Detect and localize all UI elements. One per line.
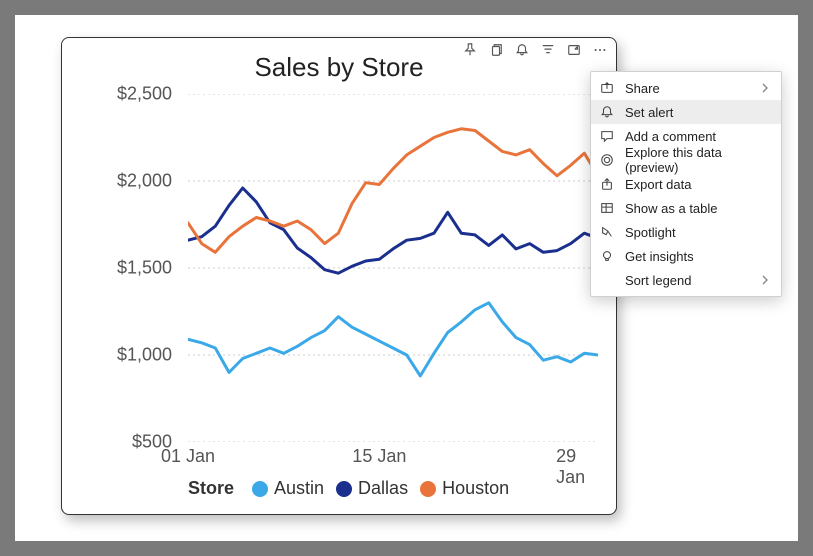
chart-card: Sales by Store $500$1,000$1,500$2,000$2,… (61, 37, 617, 515)
y-tick-label: $2,000 (117, 171, 172, 192)
y-tick-label: $1,000 (117, 345, 172, 366)
explore-icon (599, 152, 615, 168)
menu-item-label: Spotlight (625, 225, 771, 240)
legend-title: Store (188, 478, 234, 499)
legend-label-houston: Houston (442, 478, 509, 499)
chevron-right-icon (761, 275, 771, 285)
context-menu: Share Set alert Add a commentExplore this … (590, 71, 782, 297)
menu-item-label: Sort legend (625, 273, 751, 288)
menu-item-label: Get insights (625, 249, 771, 264)
insights-icon (599, 248, 615, 264)
menu-item-spotlight[interactable]: Spotlight (591, 220, 781, 244)
menu-item-label: Show as a table (625, 201, 771, 216)
spotlight-icon (599, 224, 615, 240)
menu-item-show-as-a-table[interactable]: Show as a table (591, 196, 781, 220)
series-line-dallas (188, 188, 598, 273)
series-line-houston (188, 129, 598, 253)
alert-bell-icon (599, 104, 615, 120)
legend-swatch-austin (252, 481, 268, 497)
share-icon (599, 80, 615, 96)
menu-item-label: Share (625, 81, 751, 96)
menu-item-label: Add a comment (625, 129, 771, 144)
y-tick-label: $1,500 (117, 258, 172, 279)
table-icon (599, 200, 615, 216)
menu-item-export-data[interactable]: Export data (591, 172, 781, 196)
chart-title: Sales by Store (62, 52, 616, 83)
menu-item-sort-legend[interactable]: Sort legend (591, 268, 781, 292)
comment-icon (599, 128, 615, 144)
y-tick-label: $2,500 (117, 84, 172, 105)
legend-label-dallas: Dallas (358, 478, 408, 499)
legend-swatch-houston (420, 481, 436, 497)
x-tick-label: 15 Jan (352, 446, 406, 467)
menu-item-label: Explore this data (preview) (625, 145, 771, 175)
x-tick-label: 29 Jan (556, 446, 585, 488)
legend-swatch-dallas (336, 481, 352, 497)
menu-item-share[interactable]: Share (591, 76, 781, 100)
menu-item-label: Set alert (625, 105, 771, 120)
x-tick-label: 01 Jan (161, 446, 215, 467)
legend-label-austin: Austin (274, 478, 324, 499)
menu-item-label: Export data (625, 177, 771, 192)
x-axis-labels: 01 Jan15 Jan29 Jan (188, 446, 598, 470)
menu-item-explore-this-data-preview[interactable]: Explore this data (preview) (591, 148, 781, 172)
chevron-right-icon (761, 83, 771, 93)
series-line-austin (188, 303, 598, 376)
export-icon (599, 176, 615, 192)
canvas: Sales by Store $500$1,000$1,500$2,000$2,… (15, 15, 798, 541)
blank-icon (599, 272, 615, 288)
menu-item-get-insights[interactable]: Get insights (591, 244, 781, 268)
plot-area (188, 94, 598, 442)
y-axis-labels: $500$1,000$1,500$2,000$2,500 (62, 94, 182, 442)
menu-item-set-alert[interactable]: Set alert (591, 100, 781, 124)
chart-legend: Store Austin Dallas Houston (188, 478, 509, 499)
